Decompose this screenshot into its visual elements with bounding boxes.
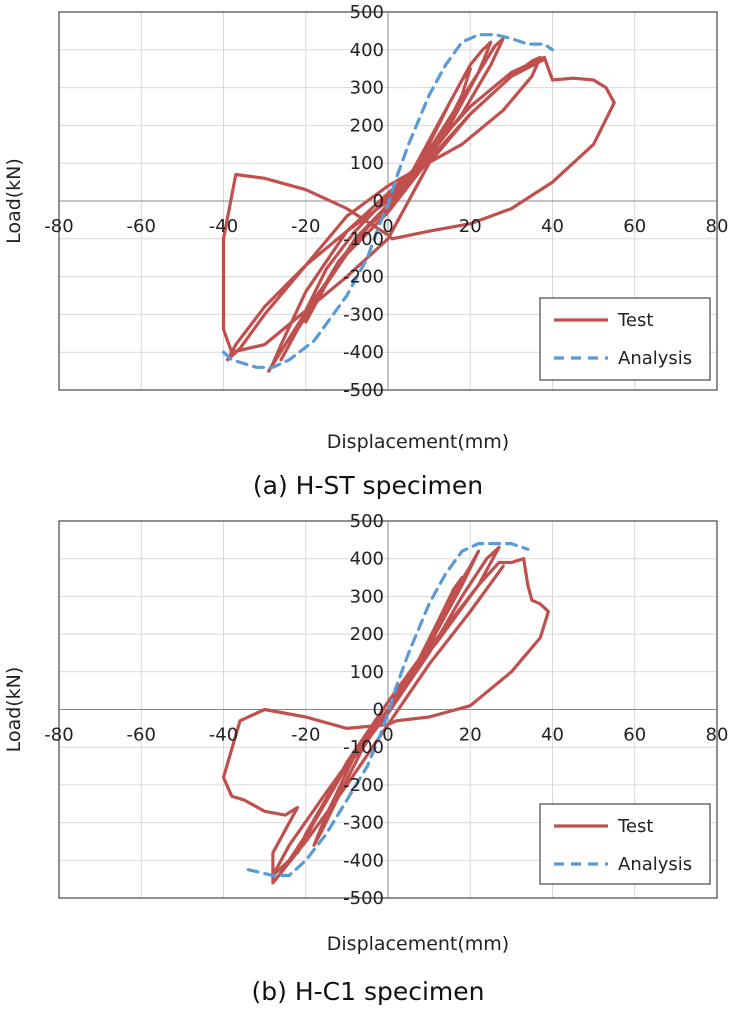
y-tick-label: -400: [343, 342, 384, 363]
x-tick-label: 40: [541, 216, 564, 237]
chart-a: 5004003002001000-100-200-300-400-500-80-…: [3, 2, 728, 500]
y-tick-label: -100: [343, 737, 384, 758]
y-tick-label: 200: [350, 115, 384, 136]
y-tick-label: 500: [350, 511, 384, 532]
legend-box: [539, 297, 711, 381]
x-tick-label: 60: [623, 216, 646, 237]
legend-label-analysis: Analysis: [618, 348, 692, 369]
y-tick-label: 400: [350, 549, 384, 570]
x-tick-label: -40: [209, 216, 238, 237]
x-tick-label: -60: [127, 725, 156, 746]
x-tick-label: -60: [127, 216, 156, 237]
y-tick-label: 100: [350, 153, 384, 174]
x-tick-label: -20: [291, 725, 320, 746]
y-tick-label: -300: [343, 813, 384, 834]
x-tick-label: 0: [382, 725, 393, 746]
x-tick-label: -40: [209, 725, 238, 746]
y-axis-title: Load(kN): [3, 667, 25, 753]
y-tick-label: -200: [343, 267, 384, 288]
x-axis-title: Displacement(mm): [327, 431, 509, 453]
y-tick-label: -400: [343, 850, 384, 871]
y-tick-label: 300: [350, 586, 384, 607]
y-tick-label: -100: [343, 229, 384, 250]
series-test: [221, 36, 616, 373]
legend-label-test: Test: [617, 310, 653, 331]
y-tick-label: 100: [350, 662, 384, 683]
y-tick-label: 200: [350, 624, 384, 645]
series-analysis: [246, 541, 530, 878]
chart-b: 5004003002001000-100-200-300-400-500-80-…: [3, 511, 728, 1006]
x-tick-label: 60: [623, 725, 646, 746]
x-tick-label: 80: [706, 216, 729, 237]
x-tick-label: 20: [459, 725, 482, 746]
y-tick-label: -500: [343, 380, 384, 401]
x-axis-title: Displacement(mm): [327, 933, 509, 955]
x-tick-label: -80: [44, 725, 73, 746]
x-tick-label: 20: [459, 216, 482, 237]
y-tick-label: -500: [343, 888, 384, 909]
y-tick-label: 500: [350, 2, 384, 23]
series-analysis: [221, 33, 555, 369]
y-tick-label: -200: [343, 775, 384, 796]
x-tick-label: 80: [706, 725, 729, 746]
y-axis-title: Load(kN): [3, 158, 25, 244]
chart-caption: (b) H-C1 specimen: [252, 977, 485, 1006]
series-test: [221, 545, 551, 885]
legend-label-test: Test: [617, 816, 653, 837]
y-tick-label: -300: [343, 304, 384, 325]
x-tick-label: -80: [44, 216, 73, 237]
y-tick-label: 0: [373, 700, 384, 721]
y-tick-label: 300: [350, 78, 384, 99]
y-tick-label: 400: [350, 40, 384, 61]
x-tick-label: 40: [541, 725, 564, 746]
x-tick-label: 0: [382, 216, 393, 237]
x-tick-label: -20: [291, 216, 320, 237]
legend-box: [539, 803, 711, 885]
chart-caption: (a) H-ST specimen: [253, 471, 483, 500]
y-tick-label: 0: [373, 191, 384, 212]
legend-label-analysis: Analysis: [618, 854, 692, 875]
